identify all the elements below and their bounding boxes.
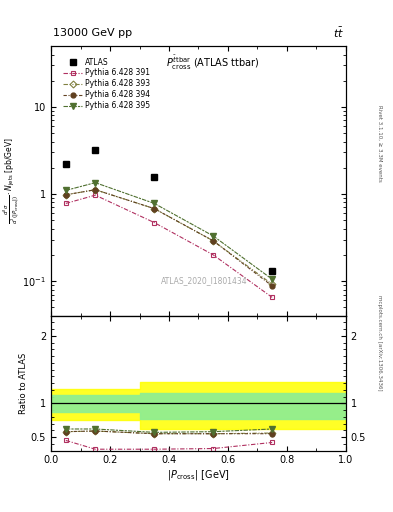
- Pythia 6.428 393: [93, 187, 98, 193]
- Pythia 6.428 395: [211, 233, 216, 239]
- X-axis label: $|P_{\rm cross}|$ [GeV]: $|P_{\rm cross}|$ [GeV]: [167, 468, 230, 482]
- Line: Pythia 6.428 393: Pythia 6.428 393: [63, 187, 275, 287]
- Legend: ATLAS, Pythia 6.428 391, Pythia 6.428 393, Pythia 6.428 394, Pythia 6.428 395: ATLAS, Pythia 6.428 391, Pythia 6.428 39…: [61, 55, 152, 113]
- Pythia 6.428 394: [64, 191, 68, 198]
- Pythia 6.428 394: [270, 283, 275, 289]
- Text: mcplots.cern.ch [arXiv:1306.3436]: mcplots.cern.ch [arXiv:1306.3436]: [377, 295, 382, 391]
- Pythia 6.428 393: [64, 191, 68, 198]
- Pythia 6.428 391: [270, 294, 275, 301]
- Pythia 6.428 391: [93, 192, 98, 198]
- Pythia 6.428 394: [93, 187, 98, 193]
- Pythia 6.428 393: [152, 205, 156, 211]
- Text: Rivet 3.1.10, ≥ 3.3M events: Rivet 3.1.10, ≥ 3.3M events: [377, 105, 382, 182]
- Text: $t\bar{t}$: $t\bar{t}$: [333, 26, 344, 40]
- Y-axis label: $\frac{d^2\sigma}{d^2(|P_{\rm cross}|)} \cdot N_{\rm jets}$ [pb/GeV]: $\frac{d^2\sigma}{d^2(|P_{\rm cross}|)} …: [1, 137, 21, 224]
- Line: Pythia 6.428 391: Pythia 6.428 391: [63, 193, 275, 300]
- Pythia 6.428 393: [270, 281, 275, 287]
- Pythia 6.428 391: [64, 200, 68, 206]
- Text: ATLAS_2020_I1801434: ATLAS_2020_I1801434: [161, 276, 248, 285]
- Pythia 6.428 391: [152, 220, 156, 226]
- Line: Pythia 6.428 394: Pythia 6.428 394: [63, 187, 275, 288]
- Pythia 6.428 394: [152, 205, 156, 211]
- Text: 13000 GeV pp: 13000 GeV pp: [53, 28, 132, 38]
- Pythia 6.428 395: [93, 180, 98, 186]
- ATLAS: [93, 147, 98, 153]
- ATLAS: [64, 161, 68, 167]
- Pythia 6.428 394: [211, 238, 216, 244]
- ATLAS: [270, 268, 275, 274]
- Pythia 6.428 395: [64, 187, 68, 194]
- Line: Pythia 6.428 395: Pythia 6.428 395: [63, 180, 275, 282]
- Pythia 6.428 395: [152, 200, 156, 206]
- Pythia 6.428 393: [211, 238, 216, 244]
- Line: ATLAS: ATLAS: [62, 146, 275, 274]
- ATLAS: [152, 175, 156, 181]
- Y-axis label: Ratio to ATLAS: Ratio to ATLAS: [19, 353, 28, 414]
- Pythia 6.428 391: [211, 252, 216, 258]
- Pythia 6.428 395: [270, 276, 275, 282]
- Text: $P_{\rm cross}^{\bar{t}{\rm tbar}}$ (ATLAS ttbar): $P_{\rm cross}^{\bar{t}{\rm tbar}}$ (ATL…: [166, 54, 260, 72]
